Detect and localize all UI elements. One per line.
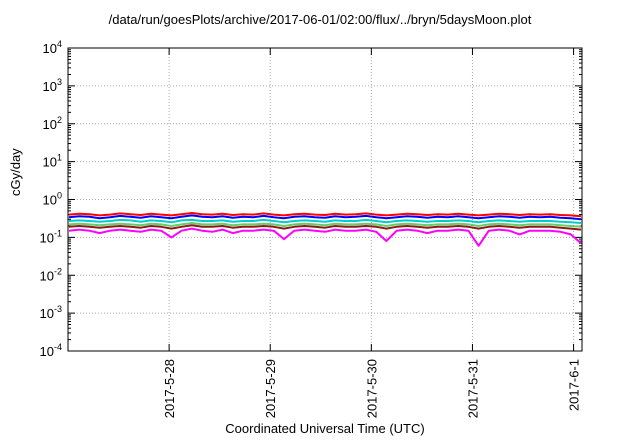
x-tick-label: 2017-6-1	[567, 359, 582, 411]
y-axis-label: cGy/day	[8, 148, 23, 196]
plot-frame	[67, 47, 583, 352]
y-tick-label: 10-3	[40, 304, 62, 321]
y-tick-label: 101	[43, 153, 62, 170]
series-line-6	[68, 227, 582, 247]
y-tick-label: 10-2	[40, 266, 62, 283]
axis-ticks	[68, 47, 582, 352]
series-line-2	[68, 214, 582, 221]
y-tick-label: 100	[43, 191, 62, 208]
series-line-3	[68, 218, 582, 224]
chart-title: /data/run/goesPlots/archive/2017-06-01/0…	[108, 12, 532, 27]
y-tick-label: 104	[43, 39, 62, 56]
x-tick-label: 2017-5-30	[364, 359, 379, 418]
y-tick-label: 10-4	[40, 342, 62, 359]
data-series	[68, 212, 582, 247]
x-tick-label: 2017-5-31	[465, 359, 480, 418]
y-tick-labels: 10-4 10-3 10-2 10-1 100 101 102 103 104	[40, 39, 62, 359]
y-tick-label: 102	[43, 115, 62, 132]
y-tick-label: 103	[43, 77, 62, 94]
series-line-4	[68, 222, 582, 228]
grid-lines	[68, 48, 582, 351]
x-tick-labels: 2017-5-28 2017-5-29 2017-5-30 2017-5-31 2017…	[162, 359, 581, 418]
y-tick-label: 10-1	[40, 228, 62, 245]
series-line-1	[68, 212, 582, 218]
x-tick-label: 2017-5-29	[263, 359, 278, 418]
series-line-5	[68, 224, 582, 231]
x-tick-label: 2017-5-28	[162, 359, 177, 418]
x-axis-label: Coordinated Universal Time (UTC)	[225, 421, 425, 436]
